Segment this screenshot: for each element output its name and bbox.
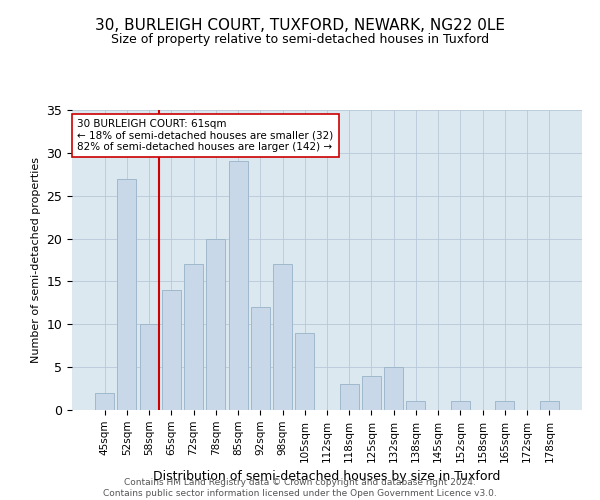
Bar bbox=[406, 402, 425, 410]
Bar bbox=[295, 333, 314, 410]
Text: 30 BURLEIGH COURT: 61sqm
← 18% of semi-detached houses are smaller (32)
82% of s: 30 BURLEIGH COURT: 61sqm ← 18% of semi-d… bbox=[77, 119, 334, 152]
Bar bbox=[206, 238, 225, 410]
Bar bbox=[496, 402, 514, 410]
Bar bbox=[340, 384, 359, 410]
Bar bbox=[273, 264, 292, 410]
Bar bbox=[184, 264, 203, 410]
Bar bbox=[251, 307, 270, 410]
Bar bbox=[95, 393, 114, 410]
Bar bbox=[118, 178, 136, 410]
Bar bbox=[384, 367, 403, 410]
Y-axis label: Number of semi-detached properties: Number of semi-detached properties bbox=[31, 157, 41, 363]
Text: Contains HM Land Registry data © Crown copyright and database right 2024.
Contai: Contains HM Land Registry data © Crown c… bbox=[103, 478, 497, 498]
Text: 30, BURLEIGH COURT, TUXFORD, NEWARK, NG22 0LE: 30, BURLEIGH COURT, TUXFORD, NEWARK, NG2… bbox=[95, 18, 505, 32]
Bar bbox=[451, 402, 470, 410]
X-axis label: Distribution of semi-detached houses by size in Tuxford: Distribution of semi-detached houses by … bbox=[154, 470, 500, 483]
Bar bbox=[362, 376, 381, 410]
Bar bbox=[229, 162, 248, 410]
Bar bbox=[162, 290, 181, 410]
Bar bbox=[540, 402, 559, 410]
Bar bbox=[140, 324, 158, 410]
Text: Size of property relative to semi-detached houses in Tuxford: Size of property relative to semi-detach… bbox=[111, 32, 489, 46]
